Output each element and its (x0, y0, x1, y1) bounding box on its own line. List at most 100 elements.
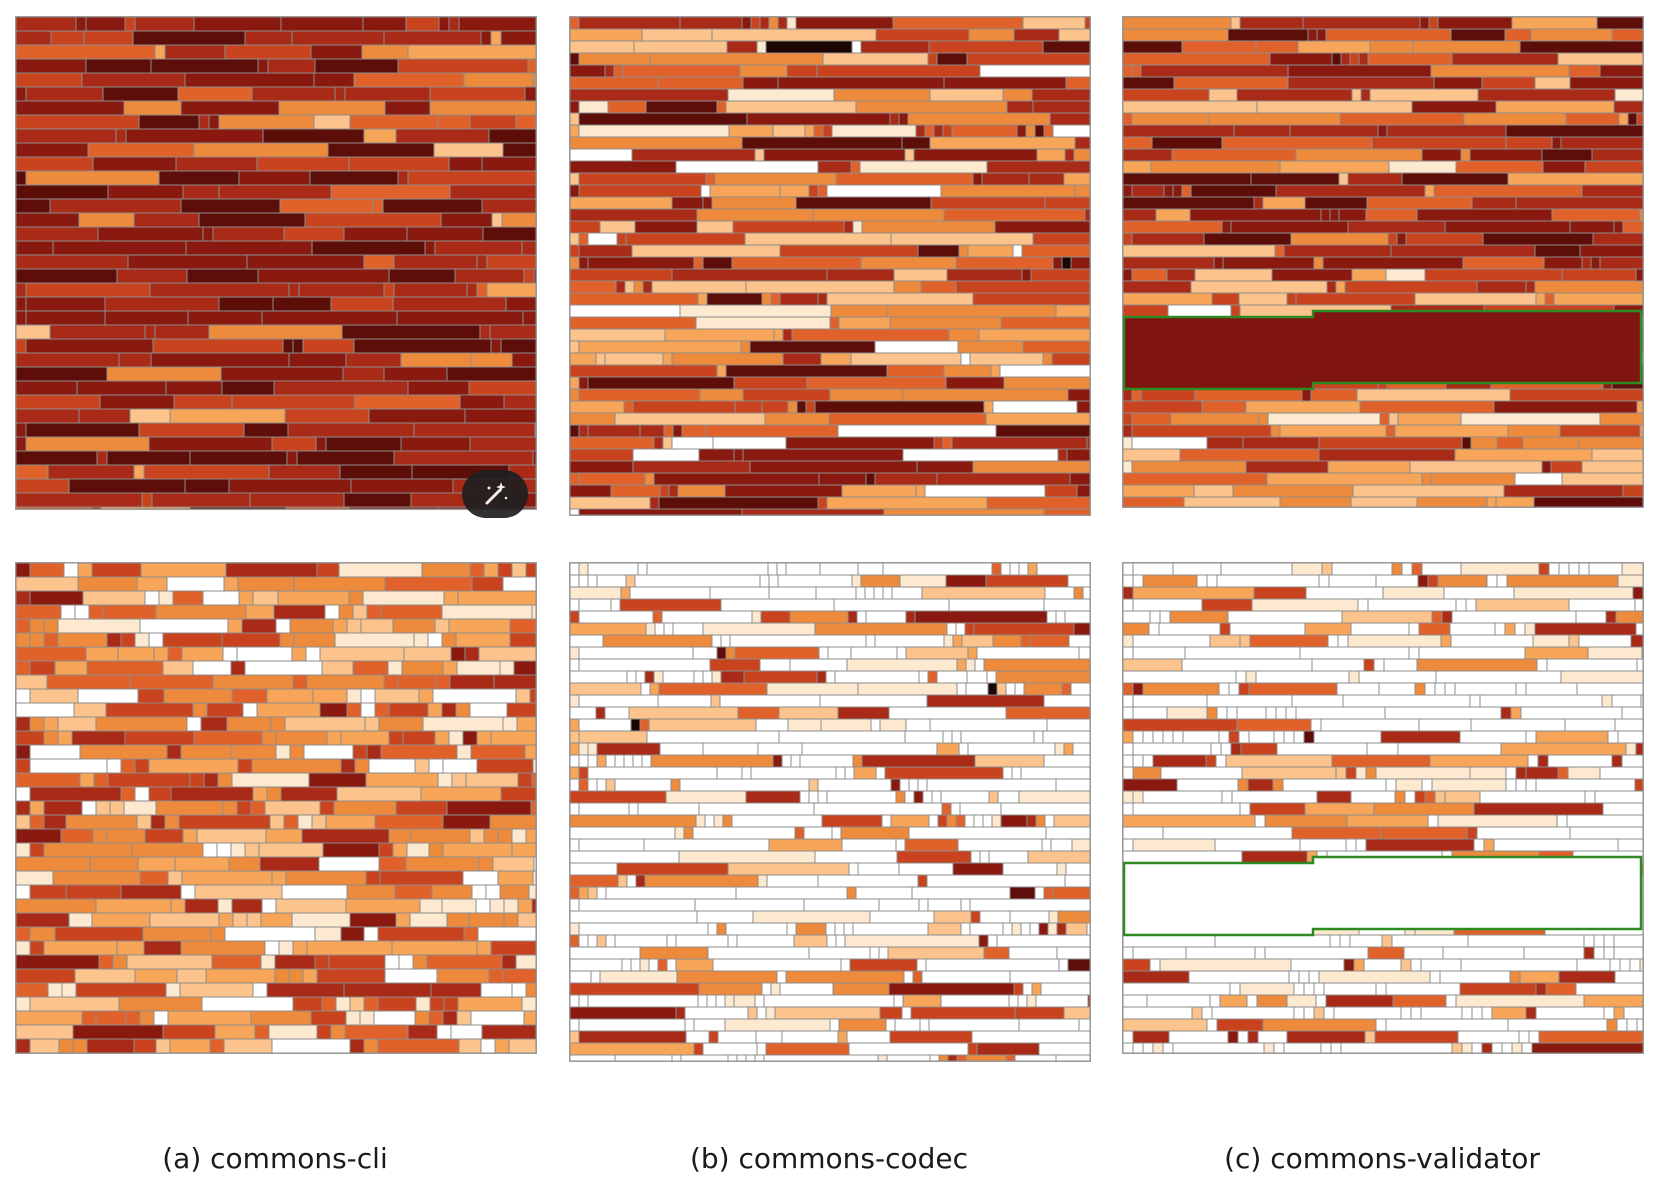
treemap-cell (201, 996, 294, 1012)
treemap-cell (1616, 1018, 1628, 1032)
treemap-cell (1401, 563, 1413, 576)
treemap-cell (1313, 982, 1325, 996)
treemap-cell (1123, 574, 1134, 588)
treemap-cell (189, 450, 288, 466)
treemap-cell (43, 730, 59, 746)
treemap-cell (1123, 766, 1134, 780)
treemap-cell (1270, 424, 1281, 438)
treemap-cell (1345, 838, 1357, 852)
magic-edit-button[interactable] (462, 470, 528, 518)
treemap-cell (1318, 970, 1431, 984)
treemap-cell (16, 716, 31, 732)
treemap-cell (633, 280, 644, 294)
treemap-cell (1603, 946, 1615, 960)
treemap-cell (1353, 958, 1365, 972)
treemap-cell (1450, 28, 1506, 42)
treemap-validator-bottom-svg (1123, 563, 1643, 1053)
treemap-cell (882, 586, 893, 600)
treemap-cell (1385, 982, 1461, 996)
treemap-cell (570, 412, 616, 426)
treemap-cell (1131, 388, 1142, 402)
treemap-cell (120, 884, 182, 900)
treemap-cell (374, 702, 390, 718)
treemap-cell (1123, 982, 1231, 996)
treemap-cell (1515, 196, 1643, 210)
treemap-cell (528, 884, 536, 900)
treemap-cell (675, 1006, 686, 1020)
treemap-cell (25, 436, 150, 452)
treemap-cell (652, 610, 663, 624)
treemap-cell (777, 17, 788, 30)
treemap-cell (724, 484, 843, 498)
treemap-cell (578, 802, 630, 816)
treemap-cell (683, 826, 694, 840)
treemap-cell (172, 590, 204, 606)
treemap-cell (1348, 670, 1360, 684)
treemap-cell (1022, 982, 1033, 996)
treemap-cell (801, 742, 938, 756)
treemap-cell (218, 184, 332, 200)
treemap-cell (1190, 280, 1328, 294)
treemap-cell (817, 790, 828, 804)
treemap-cell (274, 954, 316, 970)
treemap-cell (395, 800, 448, 816)
treemap-cell (964, 814, 975, 828)
treemap-cell (1271, 268, 1353, 282)
treemap-cell (1515, 778, 1527, 792)
treemap-cell (1034, 886, 1045, 900)
treemap-cell (16, 184, 109, 200)
treemap-cell (903, 970, 914, 984)
treemap-cell (202, 226, 214, 242)
treemap-cell (492, 856, 535, 872)
treemap-cell (680, 1054, 729, 1061)
treemap-cell (1416, 496, 1488, 507)
treemap-cell (570, 922, 580, 936)
treemap-cell (1132, 586, 1255, 600)
treemap-cell (86, 1038, 135, 1053)
treemap-cell (1416, 208, 1553, 222)
treemap-cell (143, 940, 182, 956)
treemap-cell (1349, 934, 1383, 948)
treemap-cell (1225, 754, 1333, 768)
treemap-cell (570, 424, 580, 438)
treemap-cell (630, 718, 641, 732)
treemap-cell (268, 1024, 318, 1040)
treemap-cell (137, 688, 165, 704)
treemap-cell (665, 790, 747, 804)
treemap-cell (352, 660, 389, 676)
treemap-cell (578, 934, 589, 948)
treemap-cell (674, 826, 685, 840)
highlighted-package-outline (1123, 855, 1643, 937)
treemap-cell (176, 968, 207, 984)
treemap-cell (1245, 400, 1361, 414)
treemap-cell (1152, 730, 1164, 744)
treemap-cell (232, 912, 248, 928)
treemap-cell (522, 310, 536, 326)
treemap-cell (325, 814, 376, 830)
treemap-cell (599, 220, 636, 234)
treemap-cell (1414, 682, 1426, 696)
treemap-cell (1151, 136, 1223, 150)
treemap-cell (1609, 958, 1621, 972)
treemap-cell (910, 1006, 1016, 1020)
treemap-cell (340, 730, 390, 746)
treemap-cell (1142, 1042, 1154, 1053)
treemap-cell (945, 574, 987, 588)
treemap-cell (1524, 622, 1536, 636)
treemap-cell (1340, 1042, 1453, 1053)
treemap-cell (808, 946, 871, 960)
treemap-cell (139, 1010, 155, 1026)
treemap-cell (1201, 598, 1253, 612)
treemap-cell (1514, 622, 1526, 636)
treemap-cell (772, 124, 806, 138)
treemap-cell (1545, 982, 1577, 996)
treemap-cell (521, 240, 536, 256)
treemap-cell (180, 940, 266, 956)
treemap-cell (212, 674, 294, 690)
treemap-cell (266, 688, 314, 704)
treemap-cell (826, 184, 942, 198)
treemap-cell (927, 922, 962, 936)
treemap-cell (1063, 1006, 1090, 1020)
treemap-cell (754, 994, 765, 1008)
treemap-cell (896, 646, 907, 660)
